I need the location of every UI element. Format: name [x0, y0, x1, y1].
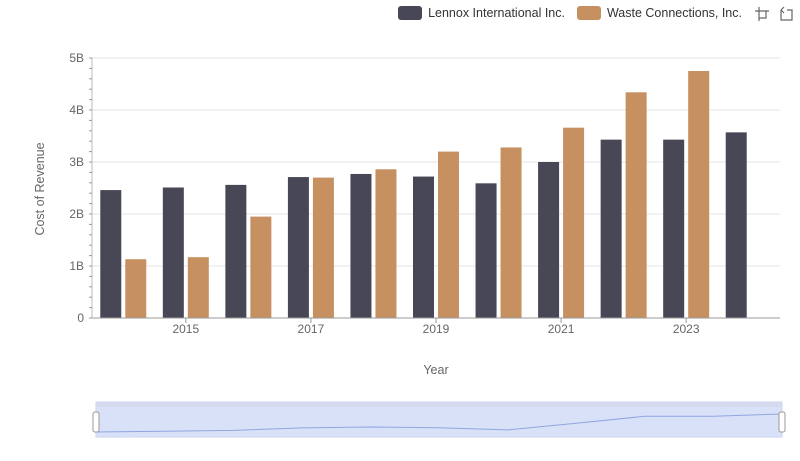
range-navigator[interactable] — [92, 401, 786, 438]
bar-waste-connections-2014[interactable] — [125, 259, 147, 318]
x-tick-label: 2023 — [673, 322, 700, 336]
x-tick-label: 2017 — [298, 322, 325, 336]
x-tick-label: 2019 — [423, 322, 450, 336]
bar-lennox-2017[interactable] — [287, 177, 309, 318]
bar-waste-connections-2018[interactable] — [375, 169, 397, 318]
bar-waste-connections-2019[interactable] — [438, 151, 459, 318]
bar-waste-connections-2022[interactable] — [625, 92, 647, 318]
bar-lennox-2022[interactable] — [600, 139, 622, 318]
y-tick-label: 5B — [69, 51, 84, 65]
legend-item-waste-connections[interactable]: Waste Connections, Inc. — [576, 6, 742, 20]
x-axis-title: Year — [423, 363, 448, 377]
bar-waste-connections-2021[interactable] — [563, 127, 585, 319]
y-tick-label: 0 — [77, 311, 84, 325]
legend-swatch-lennox — [398, 6, 423, 20]
y-tick-label: 4B — [69, 103, 84, 117]
navigator-top-bar[interactable] — [96, 402, 782, 407]
reset-zoom-icon[interactable] — [778, 6, 794, 22]
bar-lennox-2016[interactable] — [225, 184, 247, 318]
x-tick-label: 2021 — [548, 322, 575, 336]
bar-lennox-2021[interactable] — [538, 162, 560, 318]
bar-waste-connections-2023[interactable] — [688, 71, 710, 318]
legend-item-lennox[interactable]: Lennox International Inc. — [398, 6, 565, 20]
navigator-handle-left[interactable] — [92, 411, 100, 433]
chart-toolbar — [754, 6, 794, 22]
bar-lennox-2015[interactable] — [162, 187, 184, 318]
x-tick-label: 2015 — [172, 322, 199, 336]
bar-waste-connections-2015[interactable] — [187, 257, 209, 318]
bar-lennox-2019[interactable] — [413, 176, 434, 318]
legend-label-waste-connections: Waste Connections, Inc. — [606, 6, 742, 20]
bar-lennox-2023[interactable] — [663, 139, 685, 318]
chart-legend: Lennox International Inc. Waste Connecti… — [398, 4, 742, 22]
bar-waste-connections-2020[interactable] — [500, 147, 522, 318]
y-tick-label: 3B — [69, 155, 84, 169]
y-tick-label: 2B — [69, 207, 84, 221]
bar-lennox-2014[interactable] — [100, 190, 122, 318]
legend-label-lennox: Lennox International Inc. — [428, 6, 565, 20]
bar-lennox-2024[interactable] — [725, 132, 747, 318]
bar-waste-connections-2017[interactable] — [312, 177, 334, 318]
navigator-series-line — [95, 413, 783, 433]
y-tick-label: 1B — [69, 259, 84, 273]
bar-lennox-2020[interactable] — [475, 183, 497, 318]
tick-labels: 0 1B 2B 3B 4B 5B 2015 2017 2019 2021 2023 — [69, 51, 700, 336]
navigator-handle-right[interactable] — [778, 411, 786, 433]
bars — [100, 71, 747, 319]
bar-waste-connections-2016[interactable] — [250, 216, 272, 318]
navigator-selection[interactable] — [96, 407, 782, 437]
legend-swatch-waste-connections — [576, 6, 601, 20]
bar-lennox-2018[interactable] — [350, 173, 372, 318]
y-axis-title: Cost of Revenue — [33, 142, 47, 235]
zoom-icon[interactable] — [754, 6, 770, 22]
